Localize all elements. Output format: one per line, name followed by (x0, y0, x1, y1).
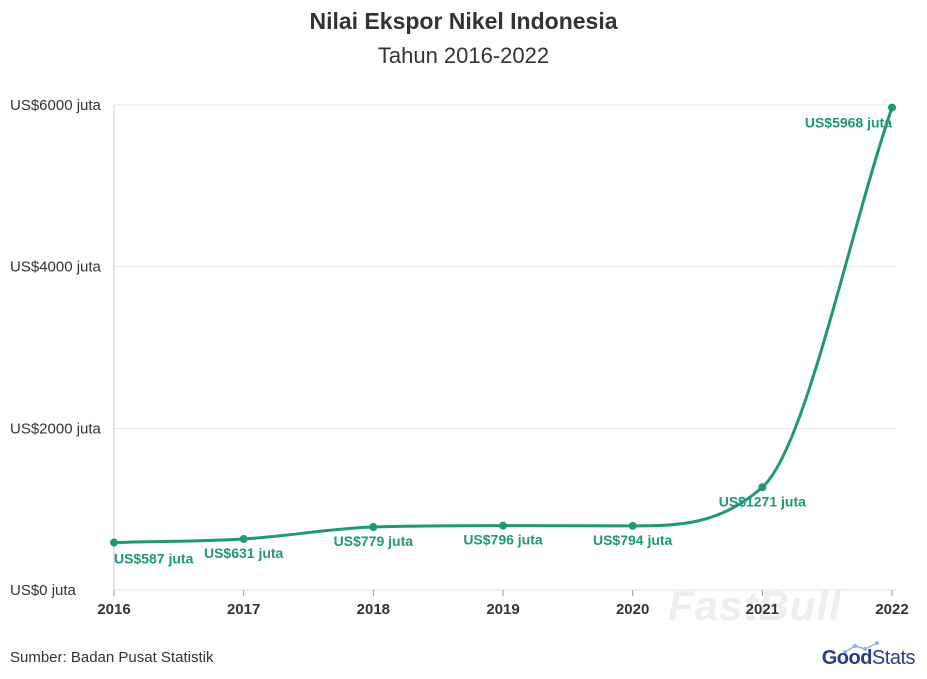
x-tick-label: 2021 (746, 601, 779, 618)
data-labels-layer: US$587 juta US$631 juta US$779 juta US$796 … (114, 115, 892, 567)
chart-title: Nilai Ekspor Nikel Indonesia (309, 8, 618, 34)
brand-dots-icon (843, 641, 879, 654)
series-line (113, 107, 894, 545)
data-point[interactable] (499, 521, 507, 530)
data-label: US$587 juta (114, 551, 194, 567)
source-note: Sumber: Badan Pusat Statistik (10, 649, 214, 666)
x-tick-label: 2022 (875, 601, 908, 618)
y-tick-label: US$4000 juta (10, 259, 102, 276)
grid-layer (114, 104, 896, 591)
x-tick-label: 2017 (227, 601, 260, 618)
x-tick-label: 2016 (97, 601, 130, 618)
data-label: US$631 juta (204, 545, 284, 561)
axis-layer: US$0 juta US$2000 juta US$4000 juta US$6000… (10, 97, 909, 618)
data-label: US$779 juta (334, 533, 414, 549)
x-tick-label: 2019 (486, 601, 519, 618)
chart-subtitle: Tahun 2016-2022 (377, 43, 550, 68)
brand-logo-stats: Stats (871, 647, 916, 669)
series-layer (113, 107, 894, 545)
data-point[interactable] (369, 523, 378, 532)
data-point[interactable] (758, 483, 767, 492)
brand-logo: GoodStats (821, 647, 916, 670)
x-tick-label: 2020 (616, 601, 649, 618)
data-label: US$5968 juta (805, 115, 892, 131)
data-point[interactable] (110, 538, 118, 547)
brand-logo-good: Good (821, 647, 873, 669)
data-point[interactable] (239, 534, 248, 543)
y-tick-label: US$0 juta (10, 582, 77, 599)
y-tick-label: US$6000 juta (10, 97, 102, 114)
data-point[interactable] (628, 521, 637, 530)
x-tick-label: 2018 (357, 601, 390, 618)
y-tick-label: US$2000 juta (10, 420, 102, 437)
data-point[interactable] (888, 103, 896, 112)
data-label: US$796 juta (463, 532, 543, 548)
data-label: US$1271 juta (719, 493, 806, 509)
data-label: US$794 juta (593, 532, 673, 548)
points-layer (110, 103, 896, 547)
